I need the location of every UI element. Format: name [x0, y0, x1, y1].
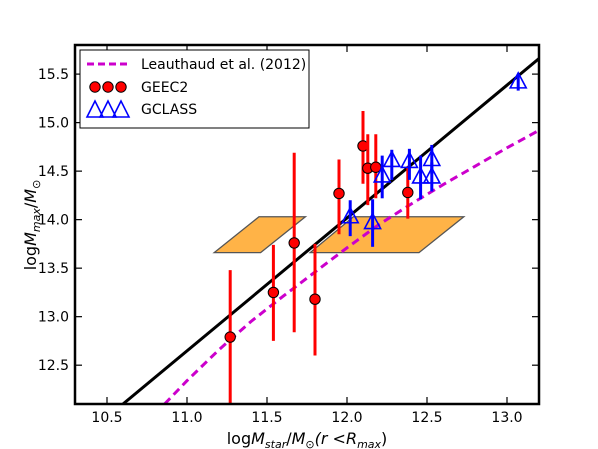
gclass-point-9	[508, 71, 528, 89]
gclass-point-2	[363, 211, 382, 230]
legend-gclass-label: GCLASS	[141, 102, 197, 118]
x-tick-label: 12.0	[331, 410, 362, 426]
fit-line	[122, 57, 539, 404]
y-tick-label: 15.5	[38, 67, 69, 83]
axis-ticks: 10.5 11.0 11.5 12.0 12.5 13.0 12.5 13.0 13.5 14.0…	[38, 45, 539, 426]
x-tick-label: 11.5	[251, 410, 282, 426]
legend-leauthaud-label: Leauthaud et al. (2012)	[141, 57, 306, 73]
y-tick-label: 15.0	[38, 116, 69, 132]
y-tick-label: 14.0	[38, 213, 69, 229]
legend: Leauthaud et al. (2012) GEEC2 GCLASS	[79, 49, 310, 129]
plot-area	[122, 57, 539, 404]
x-tick-label: 11.0	[171, 410, 202, 426]
y-tick-label: 13.5	[38, 261, 69, 277]
legend-gclass-swatch	[85, 99, 131, 118]
geec2-point-9	[402, 186, 414, 199]
gclass-point-4	[382, 149, 402, 168]
x-tick-label: 10.5	[91, 410, 122, 426]
geec2-point-4	[309, 293, 321, 305]
geec2-point-3	[288, 237, 300, 249]
y-tick-label: 13.0	[38, 310, 69, 326]
y-tick-label: 12.5	[38, 358, 69, 374]
x-axis-label: logMstar/M⊙(r <Rmax)	[227, 429, 388, 449]
shaded-region-1	[212, 216, 308, 254]
x-tick-label: 12.5	[411, 410, 442, 426]
geec2-point-2	[267, 286, 280, 299]
y-axis-label: logMmax/M⊙	[21, 180, 43, 271]
legend-geec2-label: GEEC2	[141, 80, 188, 96]
y-tick-label: 14.5	[38, 164, 69, 180]
gclass-point-1	[340, 206, 360, 224]
gclass-point-3	[372, 165, 392, 183]
geec2-point-5	[333, 187, 345, 200]
gclass-point-6	[411, 166, 430, 184]
gclass-point-5	[400, 150, 419, 169]
gclass-point-8	[422, 166, 442, 184]
plot-frame	[73, 43, 541, 406]
geec2-point-1	[224, 331, 236, 343]
x-tick-label: 13.0	[491, 410, 522, 426]
legend-geec2-swatch	[89, 81, 127, 93]
leauthaud-curve	[163, 129, 539, 404]
